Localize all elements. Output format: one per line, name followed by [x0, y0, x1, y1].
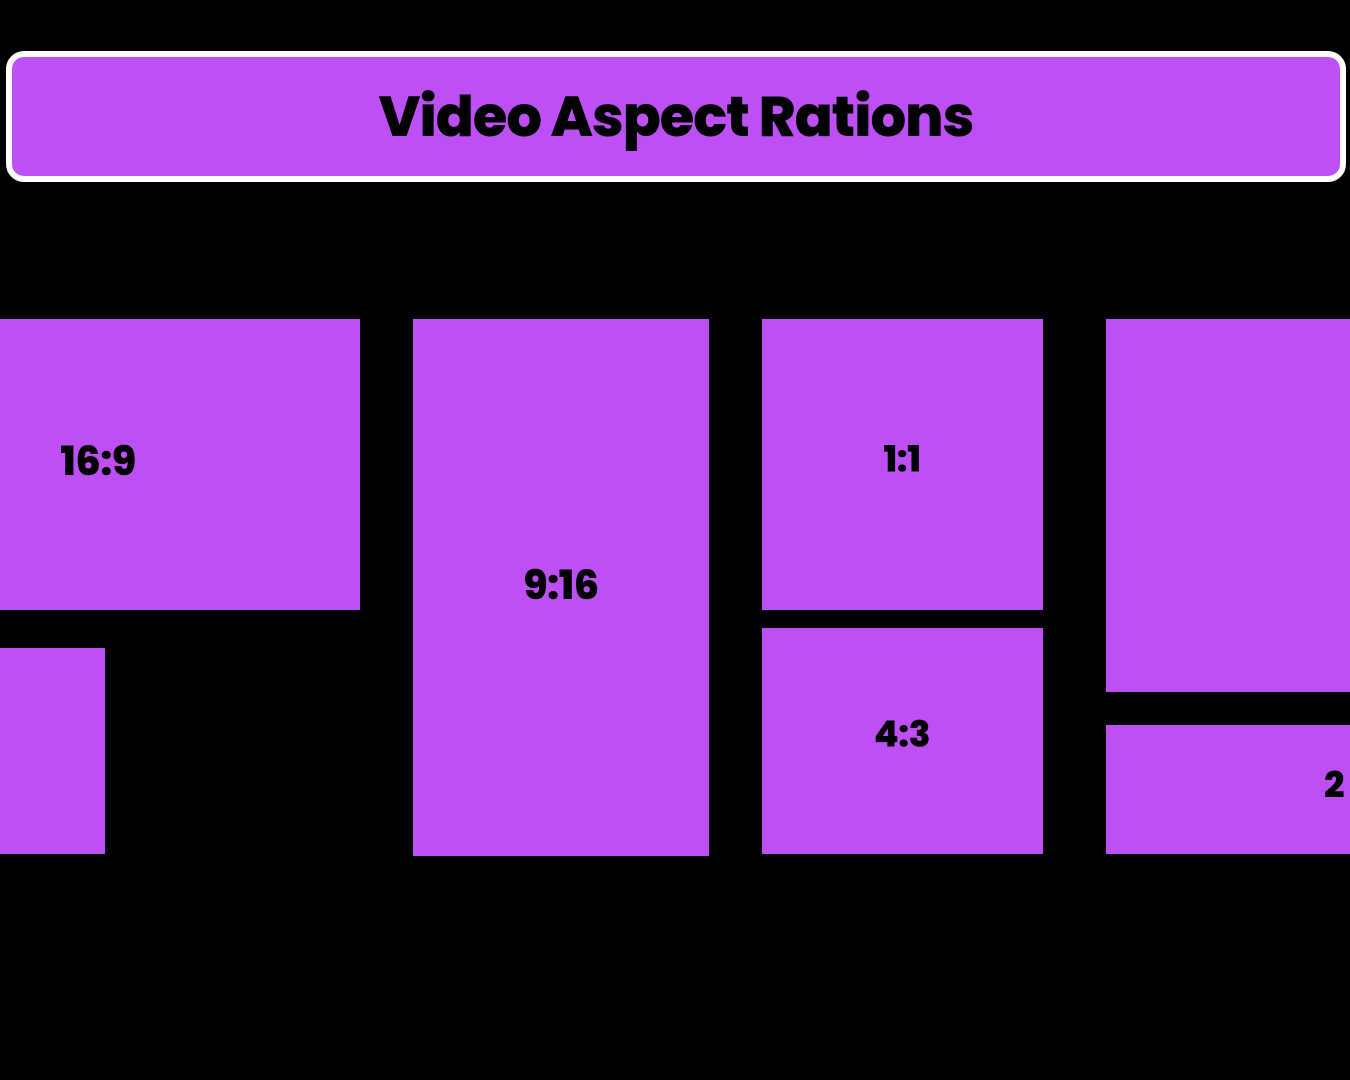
ratio-1-1: 1:1: [762, 319, 1043, 610]
ratio-2-x-right-label: 2: [1324, 758, 1344, 813]
title-text: Video Aspect Rations: [379, 74, 974, 159]
title-banner: Video Aspect Rations: [6, 51, 1346, 182]
ratio-9-16-label: 9:16: [523, 555, 598, 615]
ratio-3-2-left: 3:2: [0, 648, 105, 854]
ratio-2-x-right: 2: [1106, 725, 1350, 854]
canvas: Video Aspect Rations 16:9 3:2 9:16 1:1 4:3 2: [0, 0, 1350, 1080]
ratio-16-9: 16:9: [0, 319, 360, 610]
ratio-9-16: 9:16: [413, 319, 709, 856]
ratio-4-3: 4:3: [762, 628, 1043, 854]
ratio-top-right: [1106, 319, 1350, 692]
ratio-16-9-label: 16:9: [60, 431, 135, 491]
ratio-4-3-label: 4:3: [874, 707, 930, 762]
ratio-1-1-label: 1:1: [883, 432, 920, 487]
